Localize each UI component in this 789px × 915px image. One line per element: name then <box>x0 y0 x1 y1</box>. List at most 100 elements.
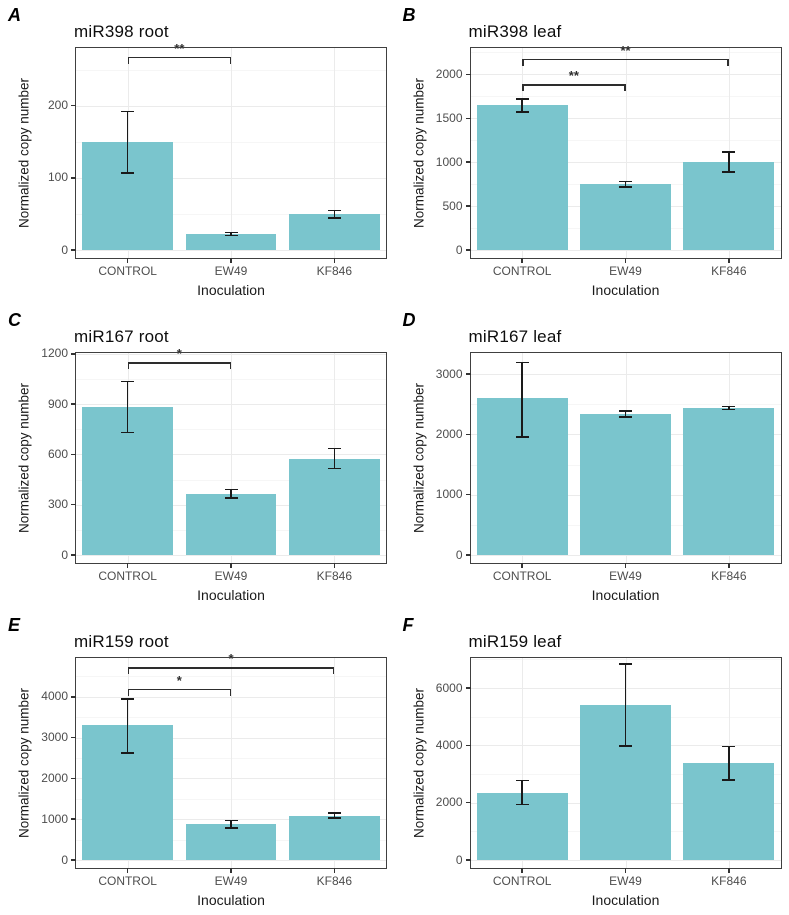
significance-label: * <box>228 651 234 667</box>
x-tick-label: CONTROL <box>98 264 157 278</box>
significance-bracket-end <box>127 688 130 696</box>
x-tick-label: CONTROL <box>492 874 552 888</box>
y-axis-title: Normalized copy number <box>411 77 426 229</box>
error-bar-line <box>230 820 232 828</box>
x-tick-label: EW49 <box>609 569 642 583</box>
error-bar-cap-bottom <box>515 436 529 438</box>
error-bar-cap-bottom <box>121 172 135 174</box>
y-tick-mark <box>71 403 76 405</box>
bar-kf846 <box>288 458 380 555</box>
category-gridline <box>625 48 627 258</box>
error-bar-cap-bottom <box>121 431 135 434</box>
x-tick-mark <box>728 563 730 568</box>
y-tick-mark <box>465 801 471 804</box>
x-tick-mark <box>728 258 730 263</box>
x-tick-mark <box>126 563 129 568</box>
significance-label: * <box>176 346 182 362</box>
y-tick-label: 6000 <box>435 680 463 695</box>
x-tick-mark <box>333 258 336 263</box>
error-bar-cap-top <box>515 361 529 364</box>
y-tick-label: 4000 <box>41 689 68 704</box>
bar-kf846 <box>288 213 380 250</box>
y-tick-mark <box>465 249 471 251</box>
error-bar-cap-top <box>722 151 736 153</box>
error-bar-cap-bottom <box>515 111 529 113</box>
error-bar-cap-top <box>224 488 238 491</box>
y-tick-label: 100 <box>47 170 68 185</box>
plot-area: ** <box>75 41 387 259</box>
error-bar-line <box>333 448 336 469</box>
plot-area: * <box>75 347 387 564</box>
y-tick-label: 3000 <box>41 730 68 745</box>
x-tick-mark <box>126 868 129 873</box>
category-gridline <box>522 658 524 868</box>
significance-bracket <box>127 362 231 364</box>
y-tick-label: 3000 <box>435 366 463 381</box>
y-tick-label: 1000 <box>41 811 68 826</box>
x-tick-mark <box>521 258 523 263</box>
y-axis-title: Normalized copy number <box>16 687 32 839</box>
y-tick-mark <box>71 554 76 556</box>
error-bar-line <box>230 232 232 236</box>
error-bar-cap-bottom <box>722 408 736 411</box>
error-bar-cap-top <box>327 812 341 814</box>
y-tick-label: 2000 <box>435 795 463 810</box>
category-gridline <box>231 353 232 563</box>
x-tick-mark <box>230 258 232 263</box>
error-bar-cap-top <box>327 447 341 450</box>
y-tick-mark <box>71 503 76 506</box>
error-bar-line <box>624 410 627 417</box>
panel-title: miR159 root <box>74 632 169 651</box>
significance-bracket-end <box>127 362 130 370</box>
y-tick-mark <box>71 453 76 456</box>
y-tick-label: 0 <box>61 242 68 257</box>
x-tick-label: EW49 <box>214 569 248 583</box>
x-tick-label: KF846 <box>711 569 747 583</box>
error-bar-cap-top <box>722 405 736 408</box>
error-bar-line <box>728 406 730 410</box>
y-tick-mark <box>465 859 471 861</box>
y-axis-title: Normalized copy number <box>16 77 32 229</box>
x-tick-label: EW49 <box>214 264 248 278</box>
y-tick-mark <box>465 433 471 436</box>
x-tick-label: KF846 <box>711 874 747 888</box>
bar-control <box>476 105 568 250</box>
y-tick-mark <box>71 818 76 820</box>
x-axis-title: Inoculation <box>591 892 660 908</box>
y-tick-mark <box>465 687 471 689</box>
bar-kf846 <box>288 815 380 860</box>
bar-ew49 <box>185 824 277 860</box>
x-axis-title: Inoculation <box>591 282 660 298</box>
error-bar-line <box>126 698 129 754</box>
y-tick-mark <box>71 736 76 739</box>
x-tick-mark <box>333 868 336 873</box>
y-tick-label: 300 <box>47 497 68 512</box>
y-tick-mark <box>71 104 76 107</box>
x-tick-label: KF846 <box>711 264 747 278</box>
error-bar-cap-bottom <box>619 185 632 188</box>
y-tick-mark <box>71 859 76 861</box>
panel-letter: F <box>402 615 414 635</box>
panel-title: miR398 leaf <box>468 22 562 41</box>
x-tick-mark <box>728 868 730 873</box>
y-tick-label: 500 <box>442 198 463 213</box>
y-axis-title: Normalized copy number <box>16 382 32 534</box>
error-bar-cap-top <box>327 209 341 212</box>
significance-bracket <box>127 688 231 691</box>
y-axis-title: Normalized copy number <box>411 382 426 534</box>
x-axis-title: Inoculation <box>197 587 265 603</box>
error-bar-cap-bottom <box>327 217 341 220</box>
error-bar-line <box>333 813 336 818</box>
bar-ew49 <box>580 184 671 250</box>
error-bar-cap-top <box>224 231 238 234</box>
x-axis-title: Inoculation <box>591 587 660 603</box>
y-tick-label: 2000 <box>435 426 463 441</box>
x-tick-mark <box>521 868 523 873</box>
significance-bracket-end <box>229 56 231 64</box>
x-tick-mark <box>624 258 627 263</box>
error-bar-cap-bottom <box>515 803 529 806</box>
x-tick-label: CONTROL <box>98 874 157 888</box>
y-tick-label: 600 <box>47 446 68 461</box>
category-gridline <box>231 658 232 868</box>
